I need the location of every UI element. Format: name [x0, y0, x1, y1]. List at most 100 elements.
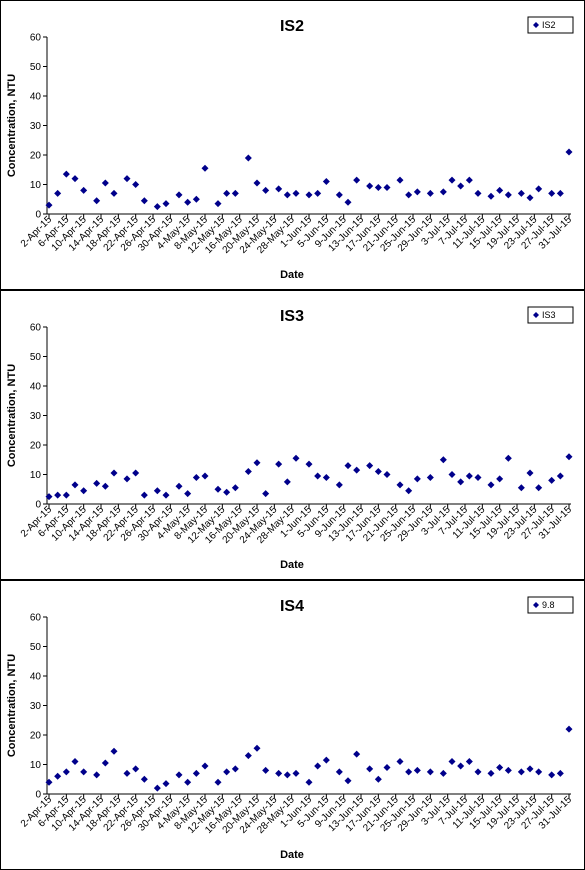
data-point-is3: [175, 482, 183, 490]
y-tick-label: 0: [35, 790, 41, 801]
data-point-is2: [474, 189, 482, 197]
data-point-is2: [457, 182, 465, 190]
data-point-is3: [426, 473, 434, 481]
data-point-is2: [504, 191, 512, 199]
data-point-is2: [110, 189, 118, 197]
legend-label: 9.8: [542, 600, 555, 610]
data-point-is3: [487, 481, 495, 489]
x-axis-title: Date: [280, 849, 304, 861]
data-point-is2: [175, 191, 183, 199]
data-point-is4: [80, 768, 88, 776]
y-tick-label: 30: [30, 411, 42, 422]
data-point-is4: [314, 762, 322, 770]
y-tick-label: 10: [30, 760, 42, 771]
data-point-is2: [366, 182, 374, 190]
data-point-is4: [556, 769, 564, 777]
data-point-is2: [93, 197, 101, 205]
data-point-is2: [465, 176, 473, 184]
data-point-is2: [162, 200, 170, 208]
data-point-is3: [80, 487, 88, 495]
x-axis-title: Date: [280, 559, 304, 571]
data-point-is3: [54, 491, 62, 499]
data-point-is3: [201, 472, 209, 480]
data-point-is3: [140, 491, 148, 499]
y-tick-label: 10: [30, 180, 42, 191]
data-point-is4: [262, 766, 270, 774]
data-point-is3: [305, 460, 313, 468]
data-point-is4: [101, 759, 109, 767]
data-point-is2: [101, 179, 109, 187]
data-point-is4: [374, 775, 382, 783]
data-point-is4: [426, 768, 434, 776]
data-point-is4: [335, 768, 343, 776]
data-point-is4: [93, 771, 101, 779]
y-tick-label: 60: [30, 33, 42, 44]
data-point-is4: [487, 769, 495, 777]
data-point-is2: [448, 176, 456, 184]
data-point-is3: [366, 462, 374, 470]
data-point-is3: [223, 488, 231, 496]
data-point-is2: [322, 178, 330, 186]
data-point-is2: [292, 189, 300, 197]
data-point-is3: [504, 454, 512, 462]
data-point-is2: [439, 188, 447, 196]
legend-box: [527, 596, 574, 614]
chart-title: IS4: [280, 598, 304, 615]
data-point-is2: [275, 185, 283, 193]
data-point-is4: [396, 758, 404, 766]
data-point-is4: [153, 784, 161, 792]
data-point-is3: [184, 490, 192, 498]
data-point-is2: [487, 192, 495, 200]
data-point-is2: [314, 189, 322, 197]
data-point-is4: [457, 762, 465, 770]
data-point-is2: [132, 181, 140, 188]
y-tick-label: 50: [30, 642, 42, 653]
legend-marker: [533, 22, 539, 28]
data-point-is2: [71, 175, 79, 183]
data-point-is3: [93, 479, 101, 487]
data-point-is3: [457, 478, 465, 486]
data-point-is3: [465, 472, 473, 480]
chart-title: IS2: [280, 18, 304, 35]
data-point-is2: [253, 179, 261, 187]
data-point-is4: [474, 768, 482, 776]
y-tick-label: 20: [30, 441, 42, 452]
data-point-is3: [474, 473, 482, 481]
data-point-is2: [283, 191, 291, 199]
data-point-is2: [192, 195, 200, 203]
data-point-is2: [45, 201, 53, 209]
chart-panel-is2: IS2 IS2 0 10 20 30 40 50 60 2-Apr-15 6-Apr-15 10-Ap…: [0, 0, 585, 290]
data-point-is2: [526, 194, 534, 202]
y-axis-title: Concentration, NTU: [6, 74, 18, 177]
y-tick-label: 20: [30, 731, 42, 742]
data-point-is4: [223, 768, 231, 776]
data-point-is2: [244, 154, 252, 162]
data-point-is3: [123, 475, 131, 483]
data-point-is3: [335, 481, 343, 489]
data-point-is2: [426, 189, 434, 197]
data-point-is2: [383, 183, 391, 191]
data-point-is4: [413, 766, 421, 774]
data-point-is3: [283, 478, 291, 486]
data-point-is4: [45, 778, 53, 786]
data-point-is4: [110, 747, 118, 755]
data-point-is2: [153, 203, 161, 211]
data-point-is4: [54, 772, 62, 780]
data-point-is2: [517, 189, 525, 197]
data-point-is3: [344, 462, 352, 470]
data-point-is4: [504, 766, 512, 774]
data-point-is4: [322, 756, 330, 764]
data-point-is3: [556, 472, 564, 480]
data-point-is4: [123, 769, 131, 777]
data-point-is2: [413, 188, 421, 196]
y-tick-label: 0: [35, 500, 41, 511]
data-point-is2: [556, 189, 564, 197]
data-point-is2: [62, 170, 70, 178]
y-tick-label: 30: [30, 701, 42, 712]
data-point-is4: [548, 771, 556, 779]
y-tick-label: 20: [30, 151, 42, 162]
data-point-is4: [517, 768, 525, 776]
data-point-is3: [110, 469, 118, 477]
legend-marker: [533, 312, 539, 318]
data-point-is4: [292, 769, 300, 777]
